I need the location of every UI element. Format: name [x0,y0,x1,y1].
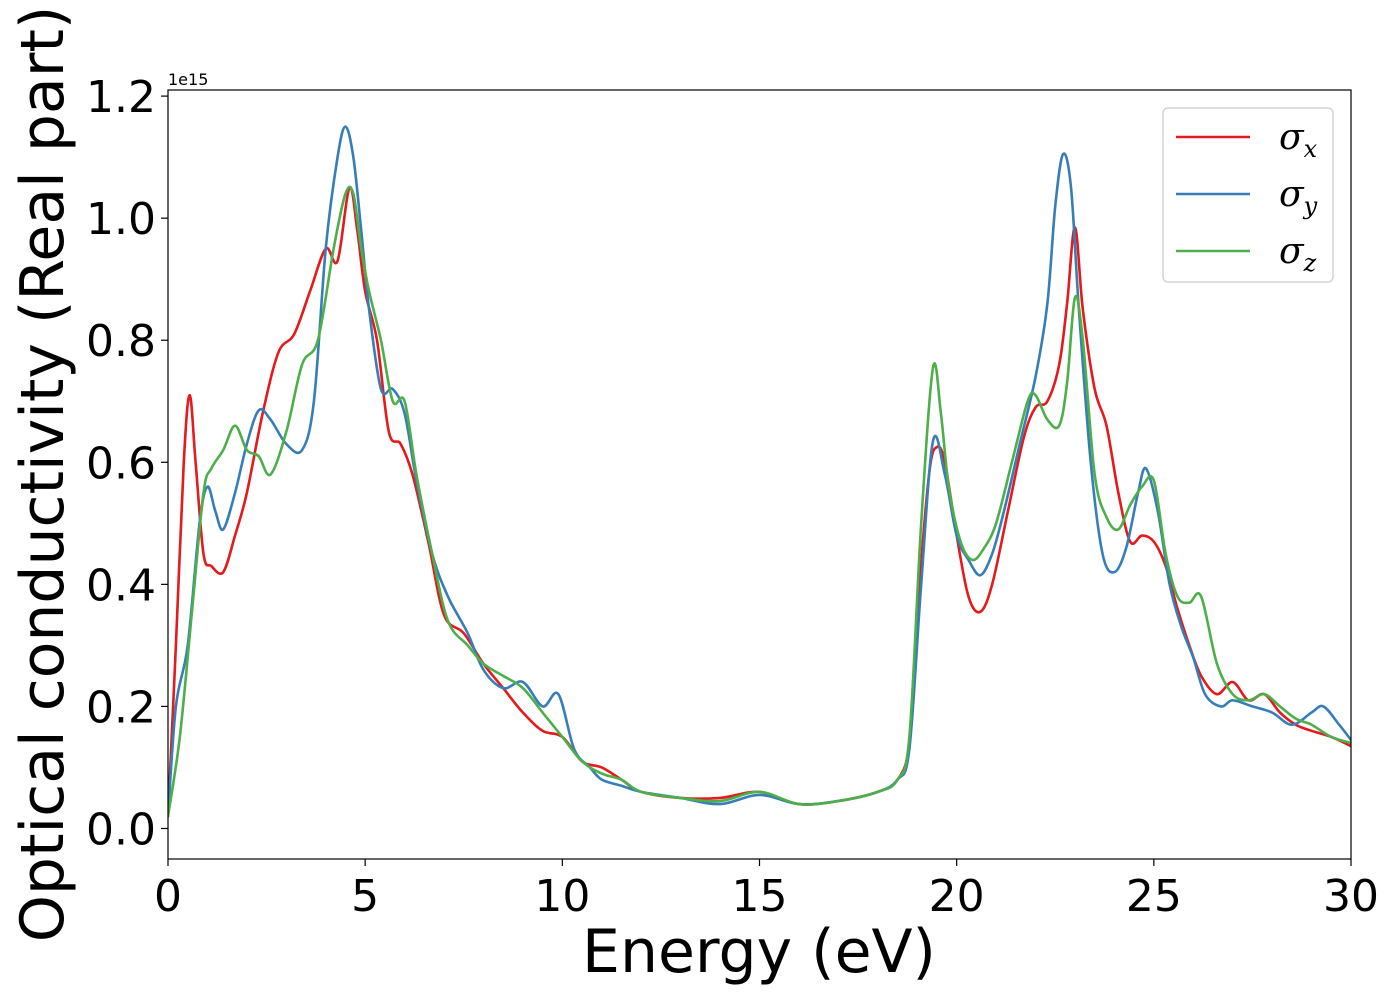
legend: σx σy σz [1162,107,1334,283]
x-tick-label: 30 [1323,871,1379,922]
x-axis-ticks: 0 5 10 15 20 25 30 [154,859,1379,922]
legend-label-sigma-y: σy [1279,174,1318,220]
y-tick-label: 0.2 [86,682,156,733]
x-tick-label: 20 [929,871,985,922]
y-tick-label: 0.6 [86,438,156,489]
x-tick-label: 0 [154,871,182,922]
y-tick-label: 0.4 [86,560,156,611]
x-tick-label: 5 [351,871,379,922]
legend-label-sigma-x: σx [1279,117,1318,163]
series-line-sigma-z [168,185,1351,818]
y-tick-label: 1.2 [86,72,156,123]
y-tick-label: 0.8 [86,316,156,367]
x-axis-title: Energy (eV) [582,917,936,987]
y-axis-title: Optical conductivity (Real part) [8,6,78,943]
y-tick-label: 0.0 [86,804,156,855]
y-tick-label: 1.0 [86,194,156,245]
series-layer [168,125,1351,818]
x-tick-label: 15 [732,871,788,922]
legend-label-sigma-z: σz [1279,231,1317,277]
x-tick-label: 25 [1126,871,1182,922]
x-tick-label: 10 [534,871,590,922]
y-offset-label: 1e15 [168,70,208,89]
y-axis-ticks: 0.0 0.2 0.4 0.6 0.8 1.0 1.2 [86,72,168,855]
